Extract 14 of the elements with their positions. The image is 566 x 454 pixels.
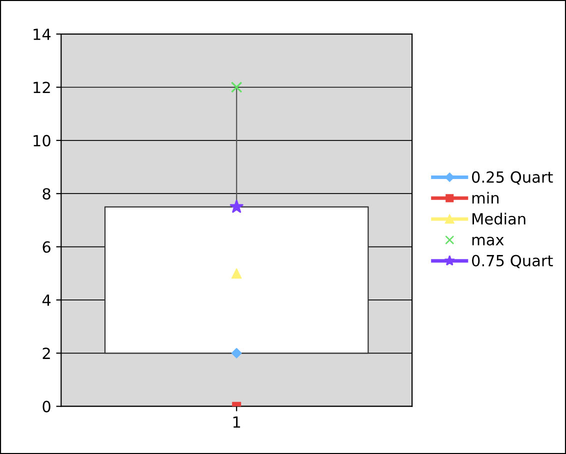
x-tick-label: 1 <box>233 416 240 428</box>
legend-label: 0.25 Quart <box>472 171 553 185</box>
y-tick-label: 2 <box>42 348 50 359</box>
legend-label: max <box>472 236 504 246</box>
legend-label: Median <box>472 212 526 225</box>
y-tick-label: 10 <box>34 134 50 146</box>
y-tick-label: 6 <box>42 241 50 253</box>
legend-label: 0.75 Quart <box>472 254 553 268</box>
y-tick-label: 4 <box>42 294 51 306</box>
y-tick-label: 12 <box>34 82 50 94</box>
y-tick-label: 8 <box>42 188 50 200</box>
y-tick-label: 0 <box>42 400 50 412</box>
legend-label: min <box>472 192 499 204</box>
y-tick-label: 14 <box>34 28 51 40</box>
